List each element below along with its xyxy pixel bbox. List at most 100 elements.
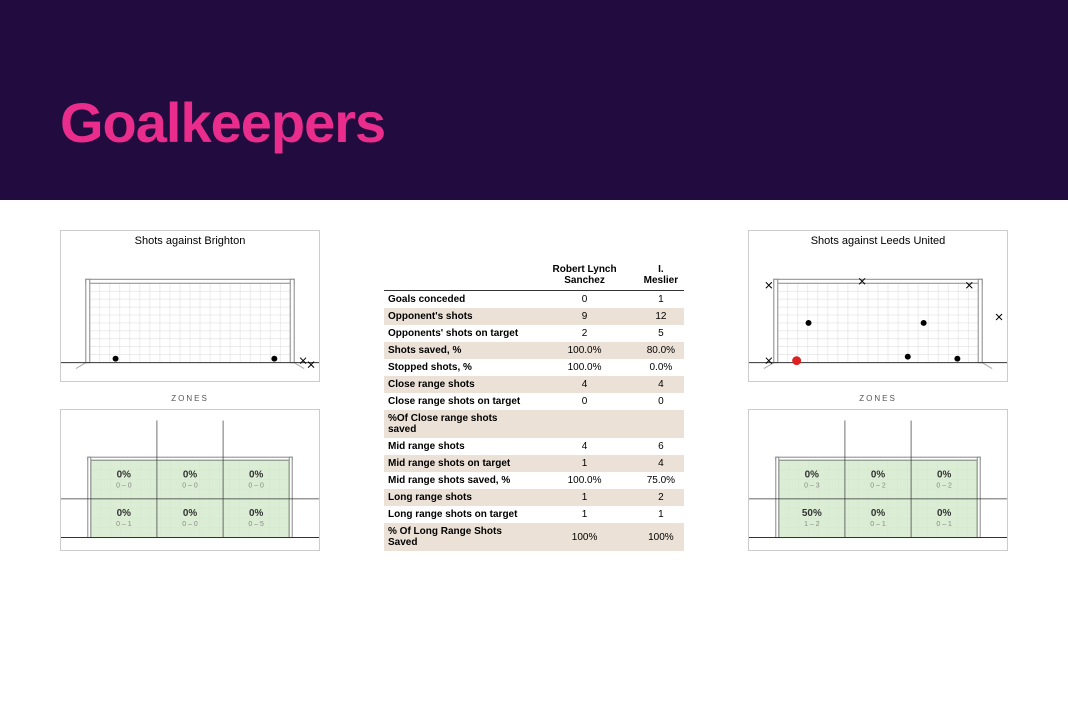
table-cell: 0.0% <box>638 359 684 376</box>
svg-text:0%: 0% <box>805 470 820 481</box>
table-cell: 12 <box>638 308 684 325</box>
table-cell: Mid range shots saved, % <box>384 472 531 489</box>
table-row: Close range shots on target00 <box>384 393 684 410</box>
table-cell: 4 <box>531 438 637 455</box>
svg-text:0%: 0% <box>249 470 264 481</box>
table-cell <box>531 410 637 438</box>
table-row: Long range shots on target11 <box>384 506 684 523</box>
svg-text:0 – 2: 0 – 2 <box>936 482 952 489</box>
table-row: Stopped shots, %100.0%0.0% <box>384 359 684 376</box>
svg-text:0 – 0: 0 – 0 <box>182 482 198 489</box>
table-cell: 0 <box>531 393 637 410</box>
table-cell: Opponent's shots <box>384 308 531 325</box>
svg-text:0%: 0% <box>249 508 264 519</box>
table-row: % Of Long Range Shots Saved100%100% <box>384 523 684 551</box>
table-row: Mid range shots on target14 <box>384 455 684 472</box>
stats-table: Robert Lynch SanchezI. Meslier Goals con… <box>384 260 684 551</box>
table-row: Close range shots44 <box>384 376 684 393</box>
table-cell: Shots saved, % <box>384 342 531 359</box>
svg-text:0%: 0% <box>937 470 952 481</box>
shots-panel-left: Shots against Brighton <box>60 230 320 382</box>
table-cell: 6 <box>638 438 684 455</box>
table-row: Opponent's shots912 <box>384 308 684 325</box>
svg-text:0%: 0% <box>183 508 198 519</box>
table-header-row: Robert Lynch SanchezI. Meslier <box>384 260 684 291</box>
svg-text:0%: 0% <box>871 508 886 519</box>
zones-diagram-left: 0%0 – 00%0 – 00%0 – 00%0 – 10%0 – 00%0 –… <box>61 410 319 550</box>
table-row: Shots saved, %100.0%80.0% <box>384 342 684 359</box>
table-row: Mid range shots46 <box>384 438 684 455</box>
table-cell: 100.0% <box>531 342 637 359</box>
svg-text:0%: 0% <box>117 508 132 519</box>
table-row: Long range shots12 <box>384 489 684 506</box>
svg-text:0%: 0% <box>183 470 198 481</box>
svg-text:0 – 3: 0 – 3 <box>804 482 820 489</box>
table-cell: 2 <box>531 325 637 342</box>
content-row: Shots against Brighton ZONES 0%0 – 00%0 … <box>0 200 1068 563</box>
table-cell: 1 <box>531 506 637 523</box>
svg-text:0 – 1: 0 – 1 <box>936 521 952 528</box>
table-cell <box>638 410 684 438</box>
zones-label-right: ZONES <box>748 394 1008 403</box>
table-cell: 100.0% <box>531 359 637 376</box>
zones-panel-left: 0%0 – 00%0 – 00%0 – 00%0 – 10%0 – 00%0 –… <box>60 409 320 551</box>
page-header: Goalkeepers <box>0 0 1068 200</box>
zones-panel-right: 0%0 – 30%0 – 20%0 – 250%1 – 20%0 – 10%0 … <box>748 409 1008 551</box>
table-cell: 1 <box>531 455 637 472</box>
table-cell: Stopped shots, % <box>384 359 531 376</box>
zones-diagram-right: 0%0 – 30%0 – 20%0 – 250%1 – 20%0 – 10%0 … <box>749 410 1007 550</box>
svg-text:0 – 0: 0 – 0 <box>248 482 264 489</box>
shots-panel-right: Shots against Leeds United <box>748 230 1008 382</box>
svg-text:0%: 0% <box>117 470 132 481</box>
table-header-cell: Robert Lynch Sanchez <box>531 260 637 291</box>
table-cell: Mid range shots on target <box>384 455 531 472</box>
table-cell: 80.0% <box>638 342 684 359</box>
svg-text:0 – 0: 0 – 0 <box>182 521 198 528</box>
svg-text:0 – 1: 0 – 1 <box>116 521 132 528</box>
svg-text:0 – 1: 0 – 1 <box>870 521 886 528</box>
table-cell: 100.0% <box>531 472 637 489</box>
zones-label-left: ZONES <box>60 394 320 403</box>
table-cell: 5 <box>638 325 684 342</box>
table-cell: 0 <box>638 393 684 410</box>
table-cell: Mid range shots <box>384 438 531 455</box>
svg-text:0 – 5: 0 – 5 <box>248 521 264 528</box>
svg-text:0%: 0% <box>871 470 886 481</box>
svg-text:0 – 0: 0 – 0 <box>116 482 132 489</box>
table-cell: 0 <box>531 291 637 309</box>
table-header-cell: I. Meslier <box>638 260 684 291</box>
table-row: %Of Close range shots saved <box>384 410 684 438</box>
table-cell: Goals conceded <box>384 291 531 309</box>
page-title: Goalkeepers <box>60 90 1008 155</box>
table-cell: % Of Long Range Shots Saved <box>384 523 531 551</box>
table-cell: 2 <box>638 489 684 506</box>
svg-text:50%: 50% <box>802 508 822 519</box>
table-cell: 9 <box>531 308 637 325</box>
table-cell: 1 <box>638 291 684 309</box>
table-cell: 4 <box>638 376 684 393</box>
right-column: Shots against Leeds United ZONES 0%0 – 3… <box>748 230 1008 563</box>
stats-column: Robert Lynch SanchezI. Meslier Goals con… <box>384 230 684 563</box>
table-cell: Long range shots <box>384 489 531 506</box>
goal-diagram-left <box>61 251 319 381</box>
table-row: Goals conceded01 <box>384 291 684 309</box>
table-header-cell <box>384 260 531 291</box>
svg-text:1 – 2: 1 – 2 <box>804 521 820 528</box>
svg-text:0%: 0% <box>937 508 952 519</box>
table-cell: 4 <box>531 376 637 393</box>
goal-diagram-right <box>749 251 1007 381</box>
table-cell: Close range shots <box>384 376 531 393</box>
svg-text:0 – 2: 0 – 2 <box>870 482 886 489</box>
table-cell: 1 <box>638 506 684 523</box>
table-cell: Long range shots on target <box>384 506 531 523</box>
table-cell: 1 <box>531 489 637 506</box>
table-cell: Opponents' shots on target <box>384 325 531 342</box>
table-row: Opponents' shots on target25 <box>384 325 684 342</box>
shots-title-right: Shots against Leeds United <box>749 231 1007 251</box>
left-column: Shots against Brighton ZONES 0%0 – 00%0 … <box>60 230 320 563</box>
table-row: Mid range shots saved, %100.0%75.0% <box>384 472 684 489</box>
table-cell: 100% <box>638 523 684 551</box>
shots-title-left: Shots against Brighton <box>61 231 319 251</box>
table-cell: Close range shots on target <box>384 393 531 410</box>
table-cell: %Of Close range shots saved <box>384 410 531 438</box>
